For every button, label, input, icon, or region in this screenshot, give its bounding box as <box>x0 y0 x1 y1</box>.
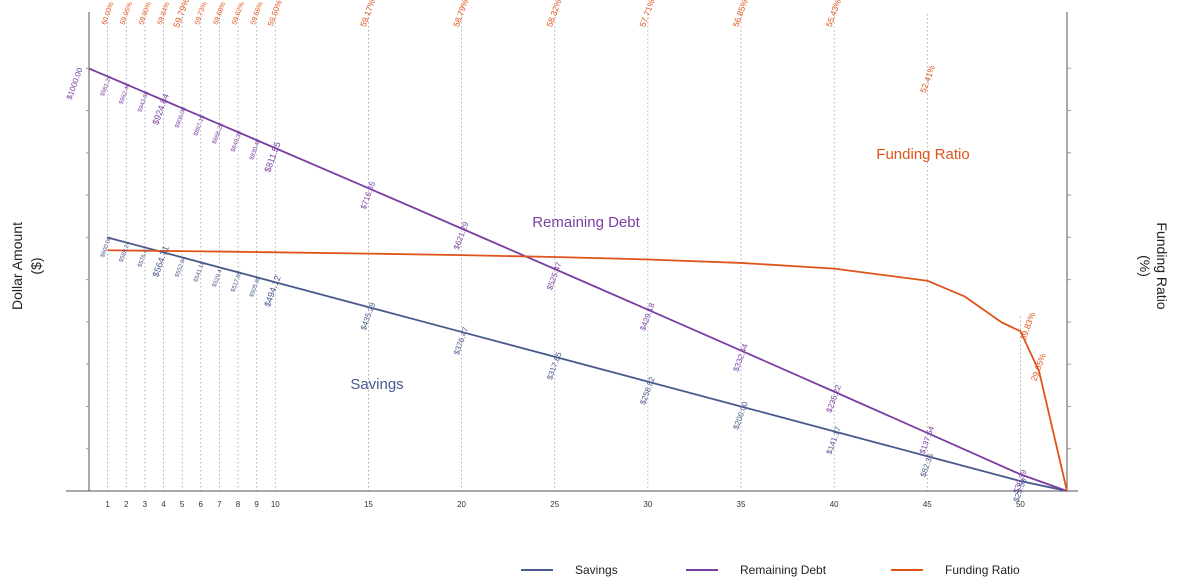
x-tick-label: 7 <box>217 500 222 509</box>
left-y-axis-label-line2: ($) <box>28 257 44 274</box>
data-label-funding: 57.71% <box>637 0 656 28</box>
x-tick-label: 30 <box>643 500 652 509</box>
data-label-savings: $82.35 <box>919 452 936 479</box>
data-label-funding: 59.17% <box>358 0 377 28</box>
data-label-funding: 59.90% <box>138 1 153 26</box>
data-label-funding: 59.50% <box>266 0 284 27</box>
x-tick-label: 4 <box>161 500 166 509</box>
legend-item-funding: Funding Ratio <box>891 563 1020 577</box>
data-label-savings: $505.88 <box>249 275 262 298</box>
data-label-funding: 58.32% <box>544 0 563 28</box>
legend-swatch <box>686 569 718 571</box>
axis-layer: Dollar Amount ($) Funding Ratio (%) <box>9 12 1170 492</box>
data-label-funding: 58.79% <box>451 0 470 28</box>
legend-swatch <box>521 569 553 571</box>
legend-swatch <box>891 569 923 571</box>
annotation-layer: Funding Ratio Remaining Debt Savings <box>350 146 969 393</box>
annotation-funding: Funding Ratio <box>876 146 969 163</box>
x-tick-label: 9 <box>254 500 259 509</box>
legend-label: Savings <box>575 563 618 577</box>
x-tick-label: 40 <box>830 500 839 509</box>
x-tick-label: 20 <box>457 500 466 509</box>
data-label-savings: $576.47 <box>137 245 150 268</box>
data-label-debt: $811.55 <box>262 140 282 173</box>
data-label-funding: 52.41% <box>918 63 937 94</box>
annotation-savings: Savings <box>350 376 403 393</box>
legend-item-savings: Savings <box>521 563 618 577</box>
data-label-funding: 56.85% <box>731 0 750 28</box>
data-label-debt: $868.28 <box>212 122 225 145</box>
x-tick-label: 50 <box>1016 500 1025 509</box>
data-label-debt: $943.66 <box>137 90 150 113</box>
data-label-funding: 59.62% <box>231 1 246 26</box>
left-y-axis-label-line1: Dollar Amount <box>9 222 25 310</box>
x-tick-label: 2 <box>124 500 129 509</box>
data-label-funding: 59.68% <box>213 1 228 26</box>
data-label-savings: $541.18 <box>193 260 206 283</box>
data-label-debt: $906.00 <box>175 106 188 129</box>
data-label-funding: 59.56% <box>250 1 265 26</box>
x-tick-label: 3 <box>143 500 148 509</box>
legend-label: Remaining Debt <box>740 563 827 577</box>
data-label-funding: 60.00% <box>101 1 116 26</box>
data-label-funding: 59.84% <box>157 1 172 26</box>
data-label-savings: $517.65 <box>231 270 244 293</box>
data-label-debt: $962.46 <box>119 82 132 105</box>
data-label-savings: $529.41 <box>212 265 225 288</box>
x-tick-label: 8 <box>236 500 241 509</box>
data-label-debt: $1000.00 <box>65 66 85 101</box>
series-line-debt <box>88 67 1068 492</box>
series-layer <box>88 67 1068 492</box>
chart-legend: Savings Remaining Debt Funding Ratio <box>0 563 1178 585</box>
data-label-funding: 55.43% <box>824 0 843 28</box>
legend-label: Funding Ratio <box>945 563 1020 577</box>
x-tick-label: 35 <box>737 500 746 509</box>
series-line-funding <box>107 249 1068 492</box>
x-tick-label: 45 <box>923 500 932 509</box>
x-tick-label: 25 <box>550 500 559 509</box>
x-tick-label: 1 <box>105 500 110 509</box>
x-tick-label: 15 <box>364 500 373 509</box>
x-tick-label: 5 <box>180 500 185 509</box>
data-label-funding: 59.73% <box>194 1 209 26</box>
data-label-funding: 39.83% <box>1018 311 1037 342</box>
right-y-axis-label-line1: Funding Ratio <box>1154 222 1170 309</box>
data-label-debt: $981.24 <box>100 74 113 97</box>
x-tick-label: 10 <box>271 500 280 509</box>
data-label-savings: $588.24 <box>119 240 132 263</box>
right-y-axis-label-line2: (%) <box>1137 255 1153 277</box>
data-label-savings: $600.00 <box>100 235 113 258</box>
data-label-savings: $552.94 <box>175 255 188 278</box>
data-label-debt: $887.15 <box>193 114 206 137</box>
grid-layer: 1 2 3 4 5 6 7 8 9 10 15 20 25 30 35 40 45 50 <box>105 14 1025 509</box>
x-tick-label: 6 <box>199 500 204 509</box>
legend-item-debt: Remaining Debt <box>686 563 826 577</box>
data-label-funding: 59.95% <box>119 1 134 26</box>
series-line-savings <box>107 236 1068 492</box>
data-label-debt: $924.84 <box>150 92 171 126</box>
data-label-funding: 59.79% <box>171 0 191 29</box>
annotation-debt: Remaining Debt <box>532 214 640 231</box>
data-label-debt: $830.48 <box>249 138 262 161</box>
data-label-debt: $849.39 <box>231 130 244 153</box>
